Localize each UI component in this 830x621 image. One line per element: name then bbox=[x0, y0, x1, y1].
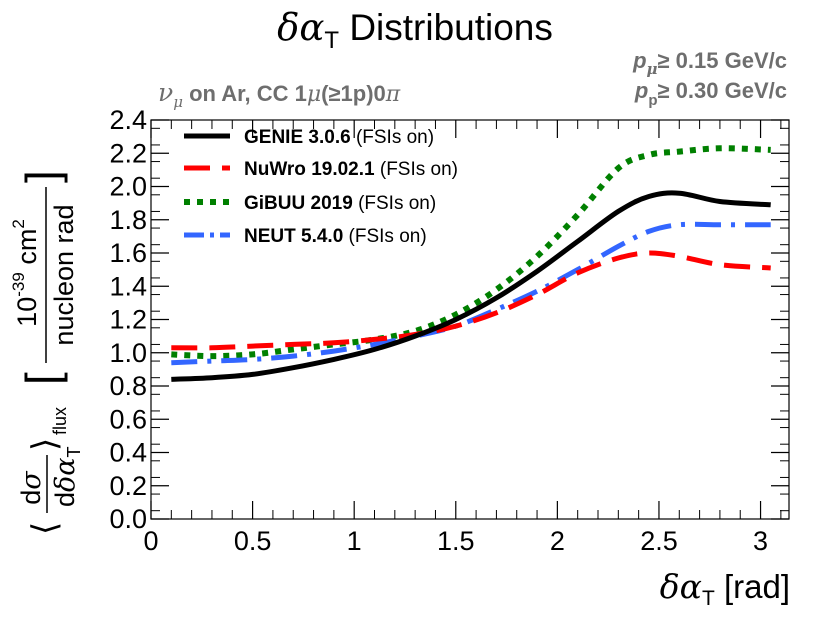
y-axis-label: ⟨ dσ dδαT ⟩ flux [ 10-39 cm2 nucleon rad… bbox=[9, 170, 84, 535]
y-tick-label: 1.2 bbox=[109, 305, 147, 335]
ylabel-unit-space bbox=[12, 265, 42, 273]
ylabel-unit-cm: cm bbox=[12, 229, 42, 265]
xlabel-symbol: δα bbox=[660, 567, 702, 606]
y-tick-label: 0.8 bbox=[109, 371, 147, 401]
subtitle-nu: ν bbox=[158, 78, 173, 107]
ylabel-unit-top: 10-39 cm2 bbox=[9, 219, 42, 327]
xlabel-space bbox=[715, 568, 724, 605]
legend-suffix-1: (FSIs on) bbox=[380, 159, 458, 180]
x-tick-label: 2.5 bbox=[640, 526, 678, 556]
ylabel-right-bracket: ] bbox=[16, 170, 68, 183]
ylabel-close-bracket: ⟩ bbox=[26, 438, 64, 451]
legend-entry-2: GiBUU 2019 (FSIs on) bbox=[184, 193, 436, 214]
cut-2-text: ≥ 0.30 GeV/c bbox=[658, 78, 788, 103]
y-tick-label: 1.8 bbox=[109, 205, 147, 235]
subtitle-pi: π bbox=[385, 82, 401, 107]
legend-suffix-3: (FSIs on) bbox=[349, 226, 427, 247]
cut-1-sym: p bbox=[632, 48, 646, 73]
legend-label-3: NEUT 5.4.0 (FSIs on) bbox=[244, 226, 427, 247]
axis-ticks bbox=[150, 119, 789, 520]
ylabel-frac-sub: T bbox=[64, 446, 84, 457]
legend-suffix-2: (FSIs on) bbox=[358, 193, 436, 214]
cut-2: pp≥ 0.30 GeV/c bbox=[634, 78, 787, 109]
title-text: Distributions bbox=[349, 7, 553, 48]
ylabel-unit-base: 10 bbox=[12, 297, 42, 327]
subtitle-nu-sub: μ bbox=[173, 93, 183, 111]
y-tick-label: 2.4 bbox=[109, 105, 147, 135]
xlabel-unit: [rad] bbox=[724, 568, 790, 605]
xlabel-subscript: T bbox=[702, 587, 715, 610]
legend: GENIE 3.0.6 (FSIs on) NuWro 19.02.1 (FSI… bbox=[184, 127, 458, 247]
legend-name-2: GiBUU 2019 bbox=[244, 193, 353, 214]
y-tick-label: 0.6 bbox=[109, 404, 147, 434]
cut-2-sym: p bbox=[634, 78, 648, 103]
x-tick-label: 1 bbox=[347, 526, 362, 556]
series-curves bbox=[171, 145, 771, 382]
legend-suffix-0: (FSIs on) bbox=[356, 127, 434, 148]
ylabel-flux: flux bbox=[50, 407, 70, 435]
legend-entry-1: NuWro 19.02.1 (FSIs on) bbox=[184, 159, 458, 180]
ylabel-frac-top-d: d bbox=[16, 490, 46, 505]
legend-entry-0: GENIE 3.0.6 (FSIs on) bbox=[184, 127, 434, 148]
y-tick-label: 0.0 bbox=[109, 504, 147, 534]
ylabel-unit-cm-exp: 2 bbox=[9, 219, 28, 228]
x-tick-label: 1.5 bbox=[437, 526, 475, 556]
cut-1-text: ≥ 0.15 GeV/c bbox=[658, 48, 788, 73]
ylabel-frac-bottom-sym: δα bbox=[50, 457, 81, 492]
axis-tick-labels: 0.00.20.4 0.60.81.01.2 1.41.61.82.0 2.22.4 0… bbox=[109, 105, 768, 556]
y-tick-label: 1.0 bbox=[109, 338, 147, 368]
title-symbol: δα bbox=[277, 6, 324, 49]
cut-2-sub: p bbox=[648, 92, 657, 109]
x-tick-label: 0 bbox=[143, 526, 158, 556]
legend-name-0: GENIE 3.0.6 bbox=[244, 127, 351, 148]
y-tick-label: 2.0 bbox=[109, 172, 147, 202]
cut-1: pμ≥ 0.15 GeV/c bbox=[632, 48, 787, 78]
x-tick-label: 2 bbox=[550, 526, 565, 556]
legend-name-1: NuWro 19.02.1 bbox=[244, 159, 375, 180]
y-tick-label: 1.6 bbox=[109, 238, 147, 268]
y-tick-label: 0.2 bbox=[109, 471, 147, 501]
ylabel-open-bracket: ⟨ bbox=[26, 522, 64, 535]
title-text-spacer bbox=[339, 7, 349, 48]
subtitle-mu: μ bbox=[307, 82, 321, 107]
ylabel-frac-bottom: dδαT bbox=[50, 446, 84, 507]
title-subscript: T bbox=[324, 27, 339, 54]
legend-entry-3: NEUT 5.4.0 (FSIs on) bbox=[184, 226, 427, 247]
ylabel-left-bracket: [ bbox=[16, 372, 68, 385]
series-line-gibuu-2019 bbox=[171, 145, 771, 360]
y-tick-label: 1.4 bbox=[109, 271, 147, 301]
cut-1-sub: μ bbox=[647, 60, 658, 78]
y-tick-label: 2.2 bbox=[109, 138, 147, 168]
legend-name-3: NEUT 5.4.0 bbox=[244, 226, 343, 247]
legend-label-0: GENIE 3.0.6 (FSIs on) bbox=[244, 127, 434, 148]
legend-label-1: NuWro 19.02.1 (FSIs on) bbox=[244, 159, 458, 180]
subtitle: νμ on Ar, CC 1μ(≥1p)0π bbox=[158, 78, 401, 111]
series-line-genie-3-0-6 bbox=[171, 190, 771, 382]
legend-label-2: GiBUU 2019 (FSIs on) bbox=[244, 193, 436, 214]
subtitle-rest: on Ar, CC 1 bbox=[189, 81, 307, 106]
ylabel-unit-bottom: nucleon rad bbox=[49, 204, 79, 345]
y-tick-label: 0.4 bbox=[109, 438, 147, 468]
x-tick-label: 3 bbox=[753, 526, 768, 556]
ylabel-frac-top: dσ bbox=[16, 470, 47, 505]
x-axis-label: δαT [rad] bbox=[660, 567, 790, 610]
subtitle-tail: (≥1p)0 bbox=[321, 81, 386, 106]
chart-title: δαT Distributions bbox=[277, 6, 553, 54]
x-tick-label: 0.5 bbox=[234, 526, 272, 556]
ylabel-unit-exp: -39 bbox=[9, 272, 28, 297]
ylabel-frac-top-sigma: σ bbox=[16, 470, 47, 490]
series-line-nuwro-19-02-1 bbox=[171, 250, 771, 351]
ylabel-frac-bottom-d: d bbox=[50, 492, 80, 507]
